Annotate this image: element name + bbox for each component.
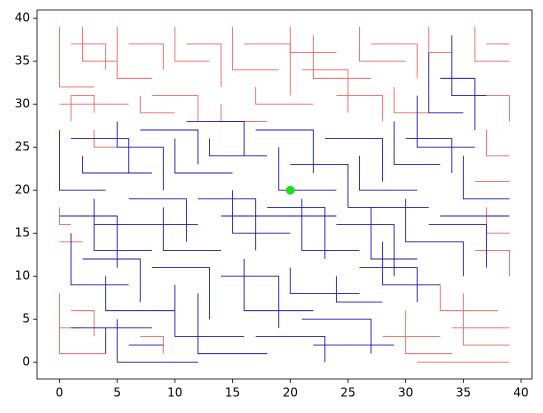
maze-segment — [116, 121, 164, 191]
maze-segment — [59, 26, 95, 88]
maze-segment — [428, 26, 452, 54]
maze-segment — [174, 284, 245, 337]
maze-segment — [71, 138, 130, 173]
y-tick-label: 5 — [22, 312, 30, 326]
maze-segment — [59, 215, 118, 268]
maze-segment — [151, 267, 210, 320]
maze-segment — [140, 335, 164, 354]
maze-segment — [485, 207, 510, 234]
maze-segment — [116, 319, 198, 363]
maze-segment — [116, 26, 152, 79]
maze-segment — [267, 206, 326, 260]
maze-segment — [289, 26, 337, 54]
maze-segment — [186, 120, 245, 156]
maze-segment — [359, 26, 406, 62]
maze-segment — [416, 95, 475, 148]
maze-segment — [82, 155, 152, 174]
x-tick-label: 10 — [167, 386, 182, 400]
x-tick-label: 40 — [513, 386, 528, 400]
y-tick-label: 15 — [15, 226, 30, 240]
maze-segment — [382, 241, 441, 286]
maze-segment — [71, 310, 95, 337]
maze-segment — [324, 138, 384, 182]
maze-segment — [301, 318, 372, 354]
maze-segment — [336, 224, 395, 277]
maze-segment — [128, 43, 164, 70]
maze-segment — [301, 69, 349, 113]
x-tick-label: 35 — [456, 386, 471, 400]
maze-segment — [278, 147, 337, 191]
y-tick-label: 30 — [15, 97, 30, 111]
maze-segment — [93, 129, 118, 148]
maze-segment — [232, 26, 279, 71]
maze-segment — [197, 293, 268, 355]
axes-frame — [36, 9, 533, 380]
maze-segment — [209, 138, 268, 157]
maze-segment — [255, 86, 314, 105]
y-tick-label: 35 — [15, 54, 30, 68]
y-tick-label: 25 — [15, 140, 30, 154]
maze-segment — [359, 155, 418, 191]
maze-segment — [336, 95, 384, 122]
maze-segment — [221, 275, 280, 328]
maze-segment — [174, 138, 233, 174]
maze-segment — [474, 26, 510, 62]
maze-segment — [255, 335, 326, 363]
maze-segment — [462, 155, 510, 200]
maze-segment — [59, 129, 106, 191]
maze-segment — [428, 224, 487, 268]
maze-segment — [255, 129, 314, 173]
maze-segment — [393, 121, 441, 165]
maze-segment — [59, 293, 106, 355]
x-tick-label: 30 — [398, 386, 413, 400]
maze-segment — [440, 77, 476, 130]
maze-segment — [393, 86, 429, 114]
maze-segment — [140, 129, 199, 165]
maze-segment — [59, 207, 72, 226]
maze-segment — [335, 276, 383, 303]
maze-segment — [82, 258, 141, 303]
maze-segment — [474, 249, 510, 277]
x-tick-label: 0 — [56, 386, 64, 400]
x-tick-label: 5 — [113, 386, 121, 400]
maze-segment — [128, 198, 187, 242]
x-tick-label: 20 — [283, 386, 298, 400]
maze-segment — [197, 198, 257, 251]
maze-segment — [439, 284, 498, 312]
maze-segment — [405, 310, 452, 355]
x-tick-label: 25 — [340, 386, 355, 400]
maze-segment — [174, 26, 210, 62]
maze-segment — [220, 104, 268, 122]
y-tick-label: 10 — [15, 269, 30, 283]
maze-segment — [371, 43, 418, 79]
maze-segment — [70, 233, 129, 286]
point — [285, 185, 295, 195]
maze-segment — [485, 129, 510, 157]
y-tick-label: 40 — [15, 11, 30, 25]
maze-segment — [151, 95, 199, 122]
maze-segment — [474, 95, 510, 122]
maze-segment — [82, 26, 118, 62]
maze-segment — [451, 35, 487, 97]
maze-segment — [289, 267, 360, 294]
maze-segment — [186, 43, 222, 87]
maze-segment — [243, 259, 314, 312]
maze-segment — [290, 163, 349, 208]
maze-segment — [70, 95, 95, 122]
maze-segment — [105, 276, 175, 312]
maze-segment — [405, 138, 453, 173]
maze-segment — [359, 267, 418, 303]
maze-segment — [312, 35, 372, 79]
maze-segment — [428, 52, 464, 114]
y-tick-label: 20 — [15, 183, 30, 197]
x-tick-label: 15 — [225, 386, 240, 400]
maze-segment — [139, 95, 175, 114]
maze-segment — [71, 43, 107, 70]
y-tick-label: 0 — [22, 355, 30, 369]
maze-segment — [462, 293, 510, 346]
maze-segment — [162, 207, 222, 251]
maze-segment — [232, 190, 291, 234]
maze-segment — [405, 198, 464, 277]
